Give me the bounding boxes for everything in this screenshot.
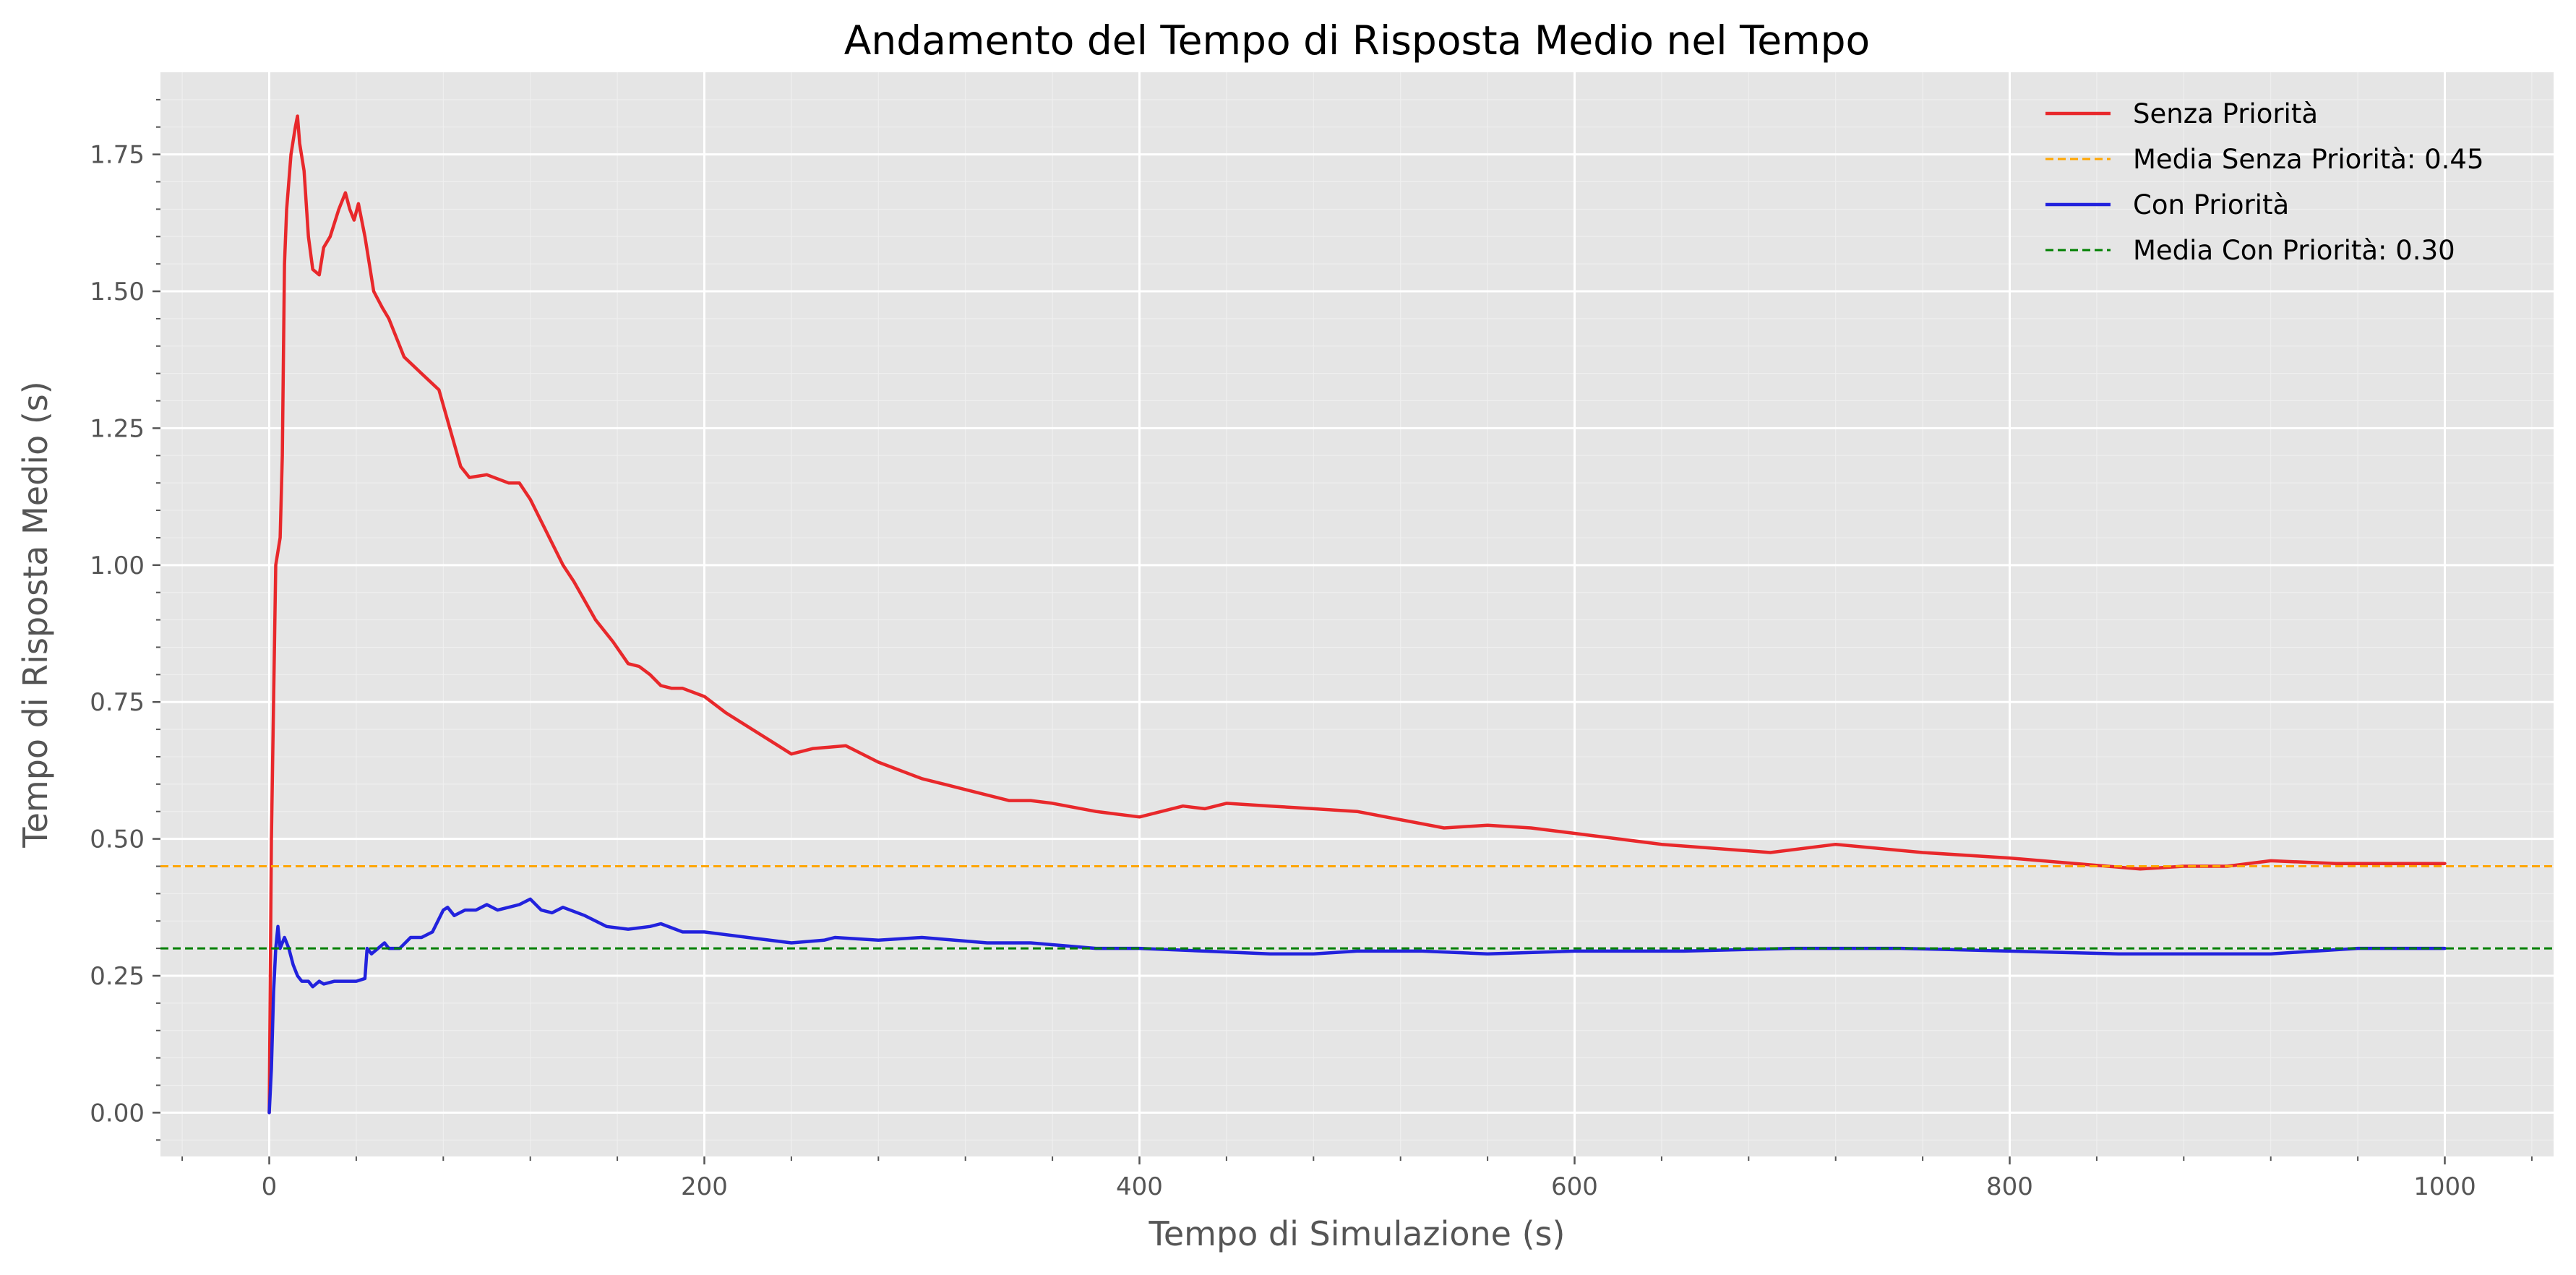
x-tick-label: 400 (1116, 1172, 1163, 1201)
chart-title: Andamento del Tempo di Risposta Medio ne… (844, 17, 1870, 64)
x-tick-label: 0 (262, 1172, 278, 1201)
y-tick-label: 0.25 (90, 962, 145, 991)
legend-label-1: Con Priorità (2133, 189, 2289, 220)
legend-label-2: Media Senza Priorità: 0.45 (2133, 144, 2484, 175)
y-tick-label: 0.00 (90, 1099, 145, 1128)
series-lines (160, 114, 2554, 1115)
x-tick-label: 200 (681, 1172, 728, 1201)
y-axis-label: Tempo di Risposta Medio (s) (16, 381, 55, 848)
x-axis-label: Tempo di Simulazione (s) (1149, 1214, 1566, 1253)
legend-label-0: Senza Priorità (2133, 98, 2318, 129)
y-tick-label: 1.75 (90, 141, 145, 170)
y-tick-label: 0.75 (90, 688, 145, 717)
series-line-0 (267, 114, 2447, 1115)
y-tick-label: 1.50 (90, 278, 145, 306)
x-tick-label: 1000 (2413, 1172, 2476, 1201)
y-tick-label: 1.25 (90, 414, 145, 443)
major-grid (160, 72, 2554, 1156)
x-tick-label: 800 (1986, 1172, 2033, 1201)
legend-label-3: Media Con Priorità: 0.30 (2133, 235, 2455, 266)
axis-ticks: 0 200 400 600 800 1000 0.00 0.25 0.50 0.75 1.00 1.2… (90, 98, 2533, 1201)
y-tick-label: 0.50 (90, 825, 145, 854)
x-tick-label: 600 (1551, 1172, 1598, 1201)
y-tick-label: 1.00 (90, 551, 145, 580)
series-line-1 (267, 897, 2447, 1115)
legend: Senza Priorità Media Senza Priorità: 0.45… (2045, 98, 2484, 266)
